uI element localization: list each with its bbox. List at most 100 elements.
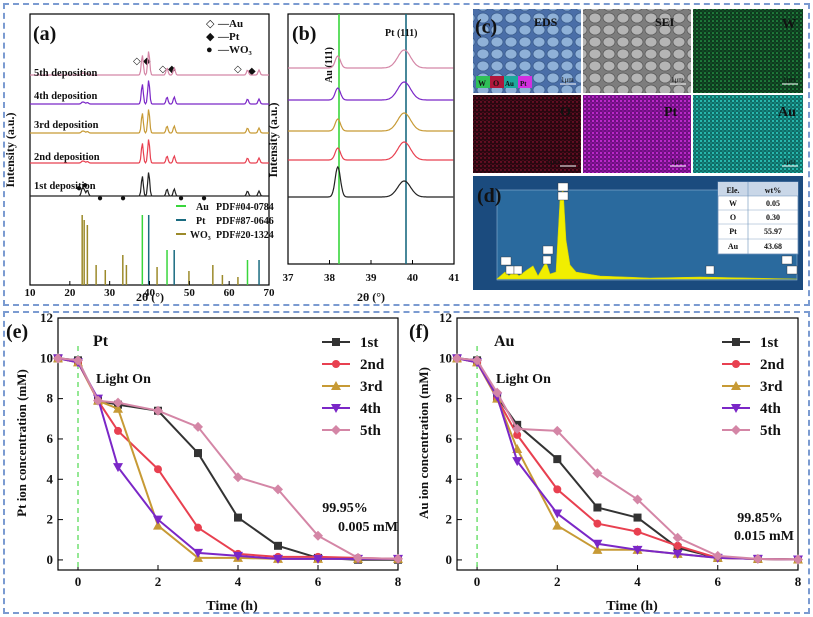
legend-marker-wo3-symbol: ● — [206, 44, 213, 56]
peak-marker-wo3: ● — [97, 193, 103, 204]
data-point-5th — [273, 484, 283, 495]
data-point-5th — [592, 468, 603, 479]
b-trace-4 — [288, 141, 454, 161]
y-tick-label: 6 — [47, 431, 54, 446]
chip-w — [476, 76, 490, 88]
panel-e-light-on: Light On — [96, 372, 151, 387]
peak-tag — [705, 265, 715, 275]
top-panel-frame — [3, 3, 810, 306]
data-point-1st — [553, 455, 562, 464]
data-point-5th — [393, 553, 403, 564]
chip-o-label: O — [493, 79, 499, 88]
peak-tag — [557, 182, 569, 192]
legend-marker-5th — [731, 425, 741, 435]
scale-label: 1μm — [671, 76, 684, 84]
panel-a-label: (a) — [33, 23, 56, 45]
trace-label-2nd: 2nd deposition — [34, 152, 100, 163]
panel-e-y-label: Pt ion concentration (mM) — [14, 369, 29, 517]
data-point-5th — [113, 397, 123, 408]
panel-a-peak-markers: ◇ ◆ ◇ ◆ ◇ ◆ ● ● ● ● ● ● — [76, 56, 256, 204]
panel-f-removal-percent: 99.85% — [737, 511, 783, 526]
peak-tag — [781, 255, 793, 265]
w-tile-title: W — [782, 17, 796, 32]
legend-marker-pt-symbol: ◆ — [206, 31, 215, 43]
data-point-4th — [273, 554, 283, 564]
b-x-tick-label: 38 — [324, 272, 336, 284]
trace-label-5th: 5th deposition — [34, 68, 97, 79]
panel-a-x-ticks: 10 20 30 40 50 60 70 — [25, 281, 275, 299]
panel-f-legend: 1st 2nd 3rd 4th 5th — [722, 335, 785, 439]
a-x-tick-label: 30 — [104, 287, 116, 299]
a-x-tick-label: 20 — [64, 287, 76, 299]
trace-label-1st: 1st deposition — [34, 181, 96, 192]
panel-f-axes — [456, 317, 799, 571]
table-cell-wt: 0.30 — [766, 213, 780, 222]
eds-composition-table: Ele. wt% W 0.05 O 0.30 Pt 55.97 Au 43.68 — [717, 181, 799, 255]
ref-legend-wo3-phase: WO₃ — [190, 230, 211, 241]
data-point-5th — [632, 494, 643, 505]
data-point-2nd — [553, 485, 562, 494]
peak-marker-wo3: ● — [82, 180, 88, 191]
data-point-5th — [73, 355, 83, 366]
legend-marker-4th — [331, 404, 341, 413]
bottom-panel-frame — [3, 311, 810, 614]
data-point-1st — [194, 449, 202, 458]
table-cell-element: Au — [728, 242, 739, 251]
panel-b-y-label: Intensity (a.u.) — [266, 102, 280, 177]
trace-label-4th: 4th deposition — [34, 91, 97, 102]
table-cell-element: O — [730, 213, 736, 222]
table-cell-wt: 0.05 — [766, 199, 780, 208]
panel-e-title: Pt — [93, 333, 109, 350]
x-tick-label: 0 — [75, 574, 82, 589]
y-tick-label: 2 — [446, 512, 453, 527]
legend-label-1st: 1st — [360, 335, 378, 351]
eds-tile-title: EDS — [534, 15, 558, 29]
chip-w-label: W — [478, 79, 486, 88]
ref-legend-au-phase: Au — [196, 202, 209, 213]
xrd-trace-4 — [30, 139, 269, 164]
data-point-3rd — [592, 544, 603, 554]
legend-marker-1st — [732, 338, 740, 346]
data-point-4th — [233, 551, 243, 561]
peak-marker-au: ◇ — [159, 64, 167, 75]
table-header-wt: wt% — [765, 186, 781, 195]
y-tick-label: 10 — [40, 350, 53, 365]
data-point-5th — [672, 532, 683, 543]
b-x-tick-label: 40 — [407, 272, 419, 284]
b-trace-1 — [288, 49, 454, 69]
panel-f-x-label: Time (h) — [606, 599, 658, 614]
data-point-2nd — [194, 523, 202, 532]
data-point-5th — [712, 550, 723, 561]
data-point-3rd — [552, 520, 563, 530]
panel-f-ticks: 0 2 4 6 8 0 2 4 6 8 10 12 — [439, 310, 802, 589]
panel-f-label: (f) — [409, 321, 429, 343]
legend-label-5th: 5th — [360, 423, 381, 439]
au-tile-title: Au — [778, 105, 796, 120]
peak-tag — [513, 265, 523, 275]
panel-a-trace-labels: 5th deposition 4th deposition 3rd deposi… — [34, 68, 100, 192]
legend-label-4th: 4th — [360, 401, 381, 417]
data-point-5th — [752, 553, 763, 564]
legend-label-3rd: 3rd — [360, 379, 383, 395]
b-x-tick-label: 41 — [449, 272, 460, 284]
y-tick-label: 12 — [40, 310, 53, 325]
peak-marker-wo3: ● — [120, 193, 126, 204]
o-tile-title: O — [560, 105, 571, 120]
y-tick-label: 10 — [439, 350, 452, 365]
legend-label-4th: 4th — [760, 401, 781, 417]
x-tick-label: 8 — [795, 574, 802, 589]
au-map-tile — [693, 95, 803, 173]
data-point-4th — [632, 545, 643, 555]
panel-e-final-concentration: 0.005 mM — [338, 520, 398, 535]
data-point-5th — [452, 353, 462, 364]
b-trace-2 — [288, 81, 454, 101]
pt-map-tile — [583, 95, 691, 173]
chip-pt — [518, 76, 532, 88]
legend-label-1st: 1st — [760, 335, 778, 351]
legend-marker-2nd — [332, 360, 340, 368]
x-tick-label: 2 — [155, 574, 162, 589]
data-point-4th — [552, 509, 563, 519]
y-tick-label: 0 — [47, 552, 54, 567]
b-trace-5 — [288, 165, 454, 198]
